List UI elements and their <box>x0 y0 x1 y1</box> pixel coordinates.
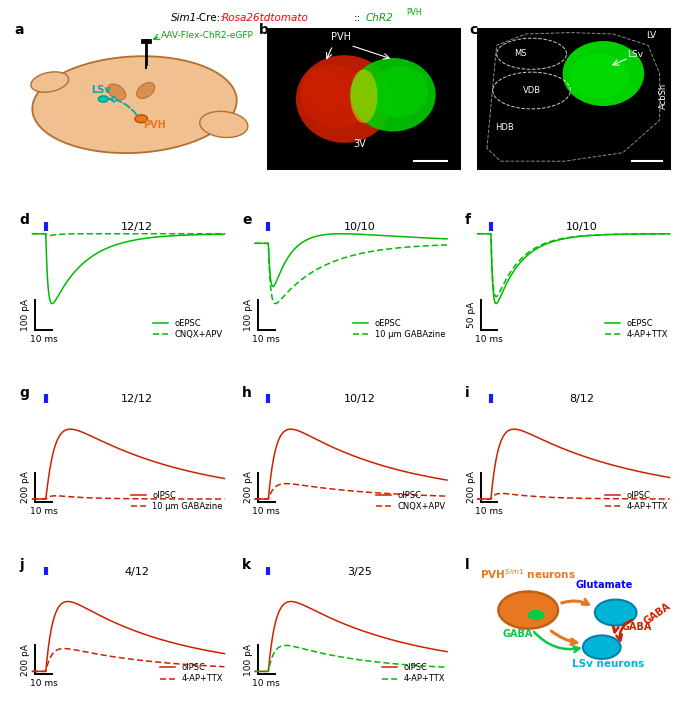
Text: f: f <box>464 213 471 227</box>
Text: AAV-Flex-ChR2-eGFP: AAV-Flex-ChR2-eGFP <box>161 31 254 40</box>
Legend: oIPSC, CNQX+APV: oIPSC, CNQX+APV <box>372 488 449 515</box>
Text: a: a <box>14 23 23 37</box>
Ellipse shape <box>108 84 126 100</box>
Legend: oEPSC, 4-AP+TTX: oEPSC, 4-AP+TTX <box>601 315 671 342</box>
Text: PVH: PVH <box>143 120 166 130</box>
Text: MS: MS <box>514 50 526 58</box>
Text: Sim1: Sim1 <box>171 13 197 23</box>
Text: 3/25: 3/25 <box>347 567 372 577</box>
Text: LSv: LSv <box>627 50 643 59</box>
Text: k: k <box>242 558 251 572</box>
Circle shape <box>135 115 147 122</box>
Text: 50 pA: 50 pA <box>466 302 475 328</box>
Text: 10 ms: 10 ms <box>30 335 58 343</box>
Text: LV: LV <box>646 31 656 40</box>
Text: HDB: HDB <box>495 123 514 132</box>
Text: 200 pA: 200 pA <box>21 644 30 675</box>
Text: 10 ms: 10 ms <box>252 680 280 688</box>
Ellipse shape <box>370 67 428 118</box>
Text: 200 pA: 200 pA <box>466 472 475 503</box>
Text: 10 ms: 10 ms <box>252 507 280 516</box>
Text: GABA: GABA <box>502 629 533 639</box>
Text: 10 ms: 10 ms <box>252 335 280 343</box>
Text: 10/10: 10/10 <box>566 222 598 232</box>
Text: 12/12: 12/12 <box>121 222 153 232</box>
Text: 200 pA: 200 pA <box>244 472 253 503</box>
Ellipse shape <box>350 69 377 123</box>
Text: i: i <box>464 386 469 400</box>
Text: d: d <box>19 213 29 227</box>
Text: GABA: GABA <box>641 601 672 627</box>
Text: PVH: PVH <box>331 33 351 42</box>
Ellipse shape <box>301 64 369 127</box>
Text: 10 ms: 10 ms <box>30 680 58 688</box>
Ellipse shape <box>32 56 237 153</box>
Ellipse shape <box>136 83 155 98</box>
Circle shape <box>499 591 558 629</box>
Text: GABA: GABA <box>621 622 652 632</box>
Legend: oIPSC, 4-AP+TTX: oIPSC, 4-AP+TTX <box>601 488 671 515</box>
Text: 4/12: 4/12 <box>124 567 149 577</box>
Circle shape <box>99 96 108 102</box>
Ellipse shape <box>562 41 644 106</box>
Text: 10/12: 10/12 <box>343 394 375 404</box>
Text: 10/10: 10/10 <box>343 222 375 232</box>
Legend: oIPSC, 10 μm GABAzine: oIPSC, 10 μm GABAzine <box>127 488 226 515</box>
Text: ChR2: ChR2 <box>365 13 393 23</box>
Text: Glutamate: Glutamate <box>576 580 633 590</box>
Text: Rosa26tdtomato: Rosa26tdtomato <box>222 13 309 23</box>
Legend: oEPSC, 10 μm GABAzine: oEPSC, 10 μm GABAzine <box>350 315 449 342</box>
Ellipse shape <box>350 58 436 132</box>
Text: 100 pA: 100 pA <box>244 644 253 675</box>
Text: VDB: VDB <box>523 86 540 95</box>
Text: PVH: PVH <box>407 8 423 17</box>
Legend: oEPSC, CNQX+APV: oEPSC, CNQX+APV <box>150 315 226 342</box>
Text: -Cre::: -Cre:: <box>196 13 225 23</box>
Text: ::: :: <box>354 13 361 23</box>
Text: 8/12: 8/12 <box>569 394 595 404</box>
Circle shape <box>583 636 621 659</box>
Text: LSv: LSv <box>91 85 111 95</box>
Legend: oIPSC, 4-AP+TTX: oIPSC, 4-AP+TTX <box>156 660 226 687</box>
Text: 12/12: 12/12 <box>121 394 153 404</box>
Text: c: c <box>469 23 477 37</box>
Text: 10 ms: 10 ms <box>30 507 58 516</box>
Text: b: b <box>259 23 269 37</box>
Ellipse shape <box>571 54 629 99</box>
Legend: oIPSC, 4-AP+TTX: oIPSC, 4-AP+TTX <box>379 660 449 687</box>
Ellipse shape <box>200 111 248 137</box>
Text: h: h <box>242 386 252 400</box>
Text: 100 pA: 100 pA <box>21 299 30 331</box>
Text: 10 ms: 10 ms <box>475 507 503 516</box>
Text: j: j <box>19 558 24 572</box>
Text: l: l <box>464 558 469 572</box>
Text: LSv neurons: LSv neurons <box>571 659 644 669</box>
Text: PVH$^{Sim1}$ neurons: PVH$^{Sim1}$ neurons <box>480 567 576 581</box>
Text: 3V: 3V <box>353 139 366 149</box>
Text: AcbSh: AcbSh <box>659 83 668 109</box>
Text: 200 pA: 200 pA <box>21 472 30 503</box>
Text: 10 ms: 10 ms <box>475 335 503 343</box>
Text: e: e <box>242 213 251 227</box>
Ellipse shape <box>303 71 347 113</box>
Ellipse shape <box>296 55 393 143</box>
Circle shape <box>528 610 545 620</box>
Circle shape <box>595 600 636 626</box>
Text: g: g <box>19 386 29 400</box>
Ellipse shape <box>31 72 68 92</box>
Text: 100 pA: 100 pA <box>244 299 253 331</box>
